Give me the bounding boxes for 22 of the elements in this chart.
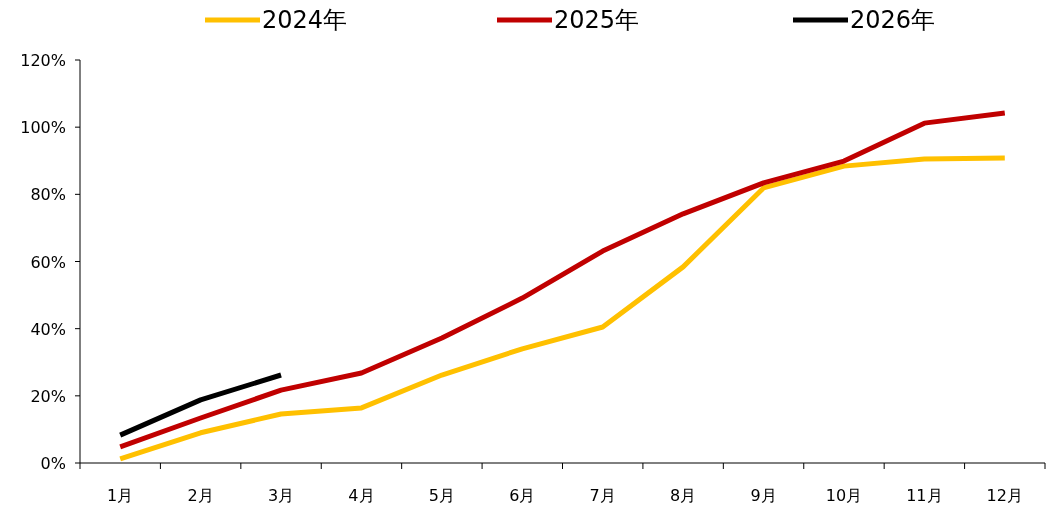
x-tick-label: 9月 <box>750 486 777 505</box>
x-tick-label: 4月 <box>348 486 375 505</box>
y-tick-label: 20% <box>30 386 66 406</box>
x-tick-label: 11月 <box>906 486 943 505</box>
y-tick-label: 0% <box>40 454 66 473</box>
x-tick-label: 10月 <box>825 486 863 505</box>
x-tick-label: 5月 <box>428 486 455 505</box>
legend-label: 2026年 <box>850 6 936 34</box>
y-tick-label: 120% <box>20 51 66 70</box>
legend-label: 2025年 <box>554 6 640 34</box>
x-tick-label: 3月 <box>267 486 295 505</box>
x-tick-label: 2月 <box>187 486 214 505</box>
x-tick-label: 8月 <box>670 486 697 505</box>
x-tick-label: 12月 <box>986 486 1023 505</box>
legend-label: 2024年 <box>262 6 348 34</box>
y-tick-label: 40% <box>30 319 66 339</box>
y-tick-label: 100% <box>20 118 66 138</box>
x-tick-label: 6月 <box>509 486 536 505</box>
y-tick-label: 80% <box>30 185 66 205</box>
x-tick-label: 1月 <box>107 486 134 505</box>
y-tick-label: 60% <box>30 252 66 272</box>
x-tick-label: 7月 <box>589 486 616 505</box>
